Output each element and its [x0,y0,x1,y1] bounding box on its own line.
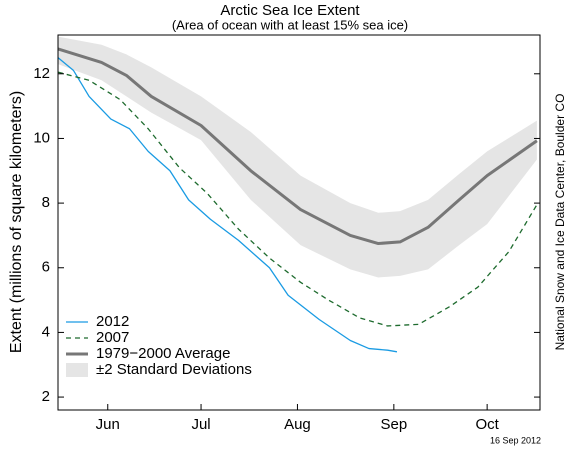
legend-label: 2007 [96,329,129,346]
y-tick-label: 10 [33,129,50,146]
x-tick-label: Jul [191,416,210,433]
chart-title: Arctic Sea Ice Extent [220,2,360,19]
y-tick-label: 2 [42,388,50,405]
x-tick-label: Jun [96,416,120,433]
series-line [57,71,538,327]
plot-frame [57,34,541,411]
source-note: National Snow and Ice Data Center, Bould… [553,94,567,351]
series-line [57,57,398,353]
legend-label: 2012 [96,313,129,330]
y-tick-label: 6 [42,259,50,276]
date-note: 16 Sep 2012 [490,435,541,445]
y-tick-label: 4 [42,323,50,340]
chart-subtitle: (Area of ocean with at least 15% sea ice… [172,17,408,32]
x-tick-label: Sep [380,416,407,433]
y-tick-label: 12 [33,65,50,82]
std-band [58,36,537,278]
x-tick-label: Aug [284,416,311,433]
legend-swatch [66,363,88,377]
legend-label: ±2 Standard Deviations [96,361,252,378]
legend-label: 1979−2000 Average [96,345,230,362]
y-axis-label: Extent (millions of square kilometers) [8,91,25,353]
y-tick-label: 8 [42,194,50,211]
x-tick-label: Oct [475,416,499,433]
series-line [57,47,538,246]
